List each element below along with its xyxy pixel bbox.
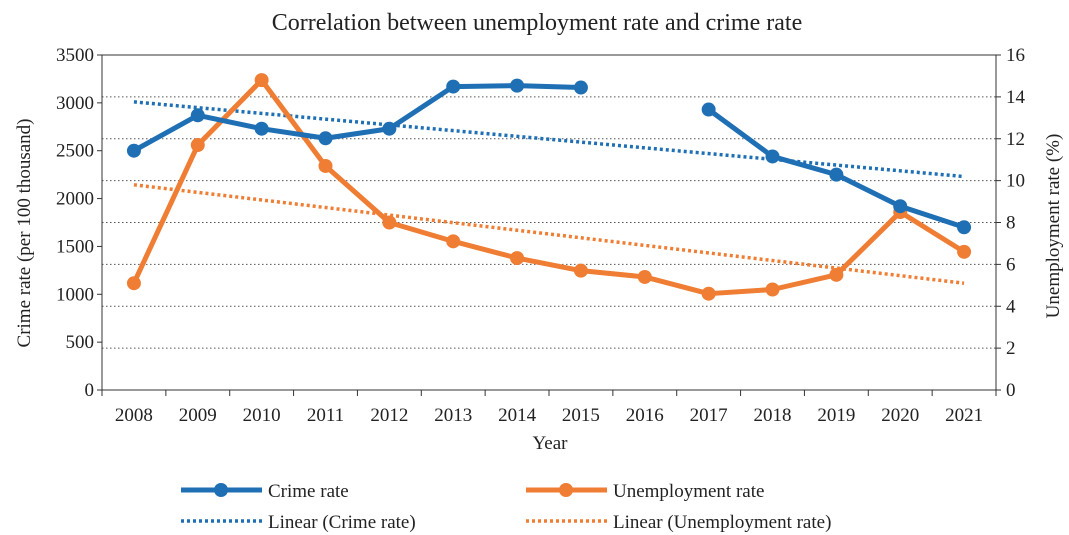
x-tick-label: 2009 bbox=[179, 405, 217, 426]
legend-label-unemployment-rate: Unemployment rate bbox=[613, 481, 764, 502]
left-axis-ticks: 0 500 1000 1500 2000 2500 3000 3500 bbox=[56, 45, 102, 401]
data-point-unemployment-rate bbox=[446, 234, 460, 248]
legend-item-linear-unemployment-rate: Linear (Unemployment rate) bbox=[526, 512, 831, 533]
data-point-unemployment-rate bbox=[319, 159, 333, 173]
data-point-unemployment-rate bbox=[702, 287, 716, 301]
right-tick-label: 4 bbox=[1006, 296, 1016, 317]
x-axis-ticks: 2008 2009 2010 2011 2012 2013 2014 2015 2016 2017… bbox=[102, 390, 996, 426]
x-tick-label: 2013 bbox=[434, 405, 472, 426]
data-point-unemployment-rate bbox=[191, 138, 205, 152]
data-point-crime-rate bbox=[446, 80, 460, 94]
left-tick-label: 0 bbox=[85, 380, 95, 401]
x-tick-label: 2017 bbox=[690, 405, 728, 426]
left-tick-label: 1500 bbox=[56, 236, 94, 257]
x-tick-label: 2010 bbox=[243, 405, 281, 426]
data-point-crime-rate bbox=[829, 168, 843, 182]
data-point-crime-rate bbox=[766, 149, 780, 163]
legend: Crime rate Unemployment rate Linear (Cri… bbox=[181, 481, 831, 533]
grid-lines bbox=[102, 97, 996, 348]
data-point-unemployment-rate bbox=[766, 283, 780, 297]
x-tick-label: 2018 bbox=[754, 405, 792, 426]
legend-item-linear-crime-rate: Linear (Crime rate) bbox=[181, 512, 416, 533]
data-point-unemployment-rate bbox=[829, 268, 843, 282]
data-point-crime-rate bbox=[893, 199, 907, 213]
left-tick-label: 3000 bbox=[56, 93, 94, 114]
left-tick-label: 2000 bbox=[56, 189, 94, 210]
right-tick-label: 10 bbox=[1006, 171, 1025, 192]
x-tick-label: 2008 bbox=[115, 405, 153, 426]
right-tick-label: 6 bbox=[1006, 254, 1016, 275]
data-point-crime-rate bbox=[127, 144, 141, 158]
data-point-crime-rate bbox=[574, 81, 588, 95]
right-axis-ticks: 0 2 4 6 8 10 12 14 16 bbox=[996, 45, 1026, 401]
data-point-crime-rate bbox=[510, 79, 524, 93]
series-line-unemployment-rate bbox=[134, 80, 964, 294]
chart-title: Correlation between unemployment rate an… bbox=[272, 10, 802, 36]
data-point-crime-rate bbox=[702, 103, 716, 117]
x-tick-label: 2012 bbox=[370, 405, 408, 426]
right-tick-label: 0 bbox=[1006, 380, 1016, 401]
legend-label-linear-unemployment-rate: Linear (Unemployment rate) bbox=[613, 512, 831, 533]
data-point-unemployment-rate bbox=[574, 264, 588, 278]
right-tick-label: 16 bbox=[1006, 45, 1025, 66]
right-tick-label: 14 bbox=[1006, 87, 1026, 108]
data-point-crime-rate bbox=[382, 122, 396, 136]
x-tick-label: 2021 bbox=[945, 405, 983, 426]
legend-label-linear-crime-rate: Linear (Crime rate) bbox=[268, 512, 416, 533]
left-tick-label: 1000 bbox=[56, 284, 94, 305]
x-tick-label: 2019 bbox=[817, 405, 855, 426]
data-point-crime-rate bbox=[255, 122, 269, 136]
y-axis-label: Crime rate (per 100 thousand) bbox=[14, 119, 35, 348]
data-point-crime-rate bbox=[319, 131, 333, 145]
right-tick-label: 8 bbox=[1006, 213, 1016, 234]
left-tick-label: 500 bbox=[66, 332, 95, 353]
x-tick-label: 2020 bbox=[881, 405, 919, 426]
x-axis-label: Year bbox=[532, 433, 568, 454]
y2-axis-label: Unemployment rate (%) bbox=[1043, 134, 1064, 319]
x-tick-label: 2011 bbox=[307, 405, 344, 426]
data-point-unemployment-rate bbox=[255, 73, 269, 87]
x-tick-label: 2016 bbox=[626, 405, 664, 426]
series-crime-rate bbox=[127, 79, 971, 235]
data-point-unemployment-rate bbox=[382, 216, 396, 230]
x-tick-label: 2014 bbox=[498, 405, 537, 426]
series-lines bbox=[127, 73, 971, 301]
series-unemployment-rate bbox=[127, 73, 971, 301]
data-point-unemployment-rate bbox=[957, 245, 971, 259]
data-point-unemployment-rate bbox=[510, 251, 524, 265]
right-tick-label: 2 bbox=[1006, 338, 1016, 359]
legend-item-unemployment-rate: Unemployment rate bbox=[526, 481, 764, 502]
right-tick-label: 12 bbox=[1006, 129, 1025, 150]
left-tick-label: 2500 bbox=[56, 141, 94, 162]
data-point-crime-rate bbox=[191, 108, 205, 122]
legend-label-crime-rate: Crime rate bbox=[268, 481, 349, 502]
left-tick-label: 3500 bbox=[56, 45, 94, 66]
data-point-crime-rate bbox=[957, 220, 971, 234]
legend-item-crime-rate: Crime rate bbox=[181, 481, 349, 502]
data-point-unemployment-rate bbox=[638, 270, 652, 284]
x-tick-label: 2015 bbox=[562, 405, 600, 426]
data-point-unemployment-rate bbox=[127, 276, 141, 290]
